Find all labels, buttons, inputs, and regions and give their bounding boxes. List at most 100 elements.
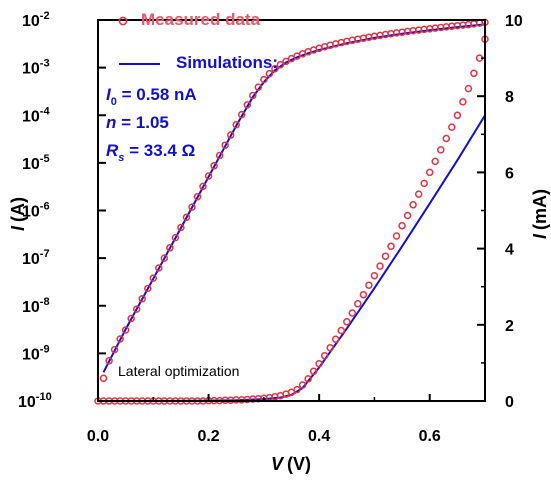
y-right-tick-label: 0 — [505, 394, 514, 411]
measured-point — [132, 305, 141, 313]
measured-point — [437, 146, 445, 154]
y-left-tick-label: 10-7 — [22, 248, 50, 268]
measured-point — [188, 203, 196, 211]
measured-point — [282, 57, 290, 66]
y-left-tick-label: 10-2 — [22, 10, 50, 30]
measured-point — [414, 190, 423, 198]
x-axis-label-unit: (V) — [287, 454, 311, 474]
y-left-tick-label: 10-4 — [22, 105, 50, 125]
y-left-tick-label: 10-5 — [22, 153, 50, 173]
y-left-tick-label: 10-3 — [22, 58, 50, 78]
y-right-axis-label-unit: (mA) — [530, 189, 550, 230]
measured-point — [171, 233, 180, 242]
measured-point — [370, 271, 379, 280]
x-axis-label: V (V) — [271, 454, 311, 474]
measured-point — [116, 335, 124, 343]
measured-point — [249, 91, 257, 100]
measured-point — [127, 314, 135, 323]
legend-param: I0 = 0.58 nA — [106, 85, 197, 108]
measured-point — [337, 326, 346, 335]
measured-point — [226, 131, 235, 139]
legend-param: n = 1.05 — [106, 113, 169, 132]
y-right-tick-label: 6 — [505, 165, 514, 182]
measured-point — [99, 374, 108, 383]
annotation-lateral-optimization: Lateral optimization — [118, 363, 239, 379]
measured-point — [166, 244, 174, 252]
y-left-axis-label-unit: (A) — [8, 197, 28, 222]
measured-point — [442, 134, 451, 143]
measured-point — [210, 162, 218, 170]
measured-point — [470, 69, 478, 78]
y-left-axis-label: I (A) — [8, 197, 28, 231]
x-axis-label-var: V — [271, 454, 285, 474]
measured-point — [365, 281, 373, 289]
measured-point — [138, 295, 146, 303]
measured-point — [232, 121, 240, 129]
measured-markers — [94, 18, 489, 405]
measured-point — [420, 179, 428, 188]
measured-point — [193, 192, 202, 201]
measured-point — [237, 110, 246, 119]
measured-point — [215, 151, 224, 160]
axes: 0.0 0.2 0.4 0.6 10-2 10-3 10-4 10-5 10-6 10-7 10-8… — [18, 10, 523, 445]
measured-point — [331, 335, 340, 344]
measured-point — [182, 213, 191, 222]
x-tick-label: 0.2 — [197, 428, 219, 445]
y-right-tick-label: 4 — [505, 242, 514, 259]
measured-point — [459, 98, 467, 106]
measured-point — [144, 284, 152, 293]
measured-point — [309, 367, 318, 376]
measured-point — [376, 262, 384, 270]
simulation-curves — [98, 23, 486, 402]
measured-point — [265, 69, 274, 78]
measured-point — [254, 83, 263, 91]
measured-point — [359, 290, 368, 299]
x-tick-label: 0.0 — [87, 428, 109, 445]
measured-point — [315, 359, 323, 368]
measured-point — [464, 84, 473, 93]
measured-point — [221, 141, 229, 149]
legend-measured-marker — [118, 16, 128, 26]
y-left-tick-label: 10-9 — [22, 343, 50, 363]
plot-frame — [97, 19, 486, 402]
x-tick-label: 0.4 — [308, 428, 330, 445]
measured-point — [453, 111, 462, 120]
measured-point — [381, 252, 390, 260]
legend-measured-label: Measured data — [141, 10, 261, 29]
measured-point — [149, 274, 158, 282]
measured-point — [448, 123, 456, 131]
y-left-tick-label: 10-8 — [22, 296, 50, 316]
measured-point — [110, 345, 119, 354]
measured-point — [155, 264, 163, 272]
measured-point — [298, 381, 307, 389]
y-right-tick-label: 10 — [505, 13, 523, 30]
simulation-line — [102, 23, 486, 373]
measured-point — [409, 201, 417, 209]
y-left-tick-label: 10-10 — [18, 391, 52, 411]
legend: Measured data Simulations: I0 = 0.58 nA n… — [106, 10, 278, 164]
y-right-axis-label: I (mA) — [530, 189, 550, 239]
y-right-axis-label-var: I — [530, 233, 550, 239]
measured-point — [398, 221, 406, 230]
measured-point — [199, 182, 207, 191]
y-left-axis-label-var: I — [8, 225, 28, 231]
measured-point — [105, 357, 113, 365]
y-left-tick-label: 10-6 — [22, 201, 50, 221]
y-right-tick-label: 8 — [505, 89, 514, 106]
measured-point — [271, 64, 279, 73]
measured-point — [392, 232, 401, 240]
measured-point — [204, 172, 213, 180]
measured-point — [431, 157, 439, 166]
measured-point — [343, 318, 351, 326]
x-tick-label: 0.6 — [419, 428, 441, 445]
legend-sim-label: Simulations: — [176, 53, 278, 72]
measured-point — [320, 351, 329, 360]
measured-point — [121, 326, 130, 334]
measured-point — [403, 211, 412, 220]
measured-point — [177, 223, 185, 232]
measured-point — [276, 60, 285, 69]
measured-point — [354, 300, 362, 308]
legend-params: I0 = 0.58 nA n = 1.05 Rs = 33.4 Ω — [106, 85, 197, 164]
measured-point — [304, 375, 312, 383]
y-right-tick-label: 2 — [505, 318, 514, 335]
